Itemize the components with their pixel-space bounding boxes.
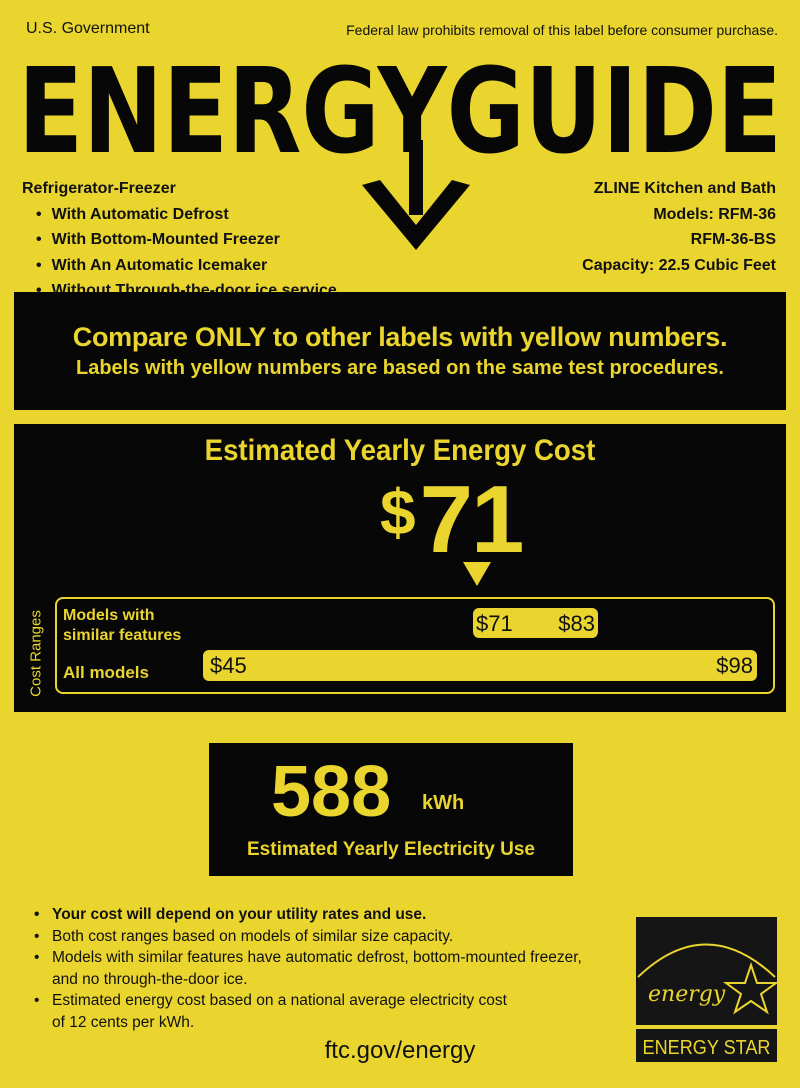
electricity-panel: 588 kWh Estimated Yearly Electricity Use [209, 743, 573, 876]
all-range-bar: $45 $98 [203, 650, 757, 681]
similar-min: $71 [476, 611, 513, 636]
energy-star-logo: energy ENERGY STAR [636, 917, 780, 1062]
currency-sign: $ [380, 476, 416, 548]
all-models-label: All models [63, 663, 149, 682]
similar-label-line2: similar features [63, 627, 182, 644]
ftc-link[interactable]: ftc.gov/energy [324, 1037, 476, 1064]
similar-models-label: Models with similar features [63, 606, 181, 646]
energy-script: energy [648, 982, 726, 1007]
feature-item: With An Automatic Icemaker [22, 253, 337, 279]
energy-star-label: ENERGY STAR [643, 1037, 771, 1059]
energy-star-icon: energy ENERGY STAR [636, 917, 780, 1062]
similar-range-bar: $71 $83 [473, 608, 598, 638]
note-continuation: and no through-the-door ice. [52, 970, 248, 988]
compare-line-1: Compare ONLY to other labels with yellow… [72, 322, 728, 352]
note-item: Your cost will depend on your utility ra… [34, 904, 582, 926]
title-text: ENERGYGUIDE [18, 42, 782, 180]
product-features: Refrigerator-Freezer With Automatic Defr… [22, 176, 337, 304]
note-continuation: of 12 cents per kWh. [52, 1013, 195, 1031]
models-2: RFM-36-BS [690, 231, 776, 248]
cost-pointer-icon [463, 562, 491, 586]
kwh-caption: Estimated Yearly Electricity Use [247, 839, 535, 860]
kwh-unit: kWh [422, 792, 465, 814]
capacity: Capacity: 22.5 Cubic Feet [582, 256, 776, 274]
note-item: Both cost ranges based on models of simi… [34, 926, 582, 948]
kwh-value: 588 [271, 752, 392, 832]
similar-label-line1: Models with [63, 607, 155, 624]
cost-amount: 71 [419, 466, 525, 573]
models: Models: RFM-36 [653, 205, 776, 223]
product-type: Refrigerator-Freezer [22, 180, 176, 197]
note-item: Estimated energy cost based on a nationa… [34, 990, 582, 1012]
cost-title: Estimated Yearly Energy Cost [204, 434, 596, 467]
compare-banner: Compare ONLY to other labels with yellow… [14, 292, 786, 410]
all-max: $98 [716, 653, 753, 678]
feature-item: With Automatic Defrost [22, 202, 337, 228]
removal-notice: Federal law prohibits removal of this la… [346, 22, 778, 38]
feature-item: With Bottom-Mounted Freezer [22, 227, 337, 253]
all-min: $45 [210, 653, 247, 678]
notes: Your cost will depend on your utility ra… [34, 904, 582, 1033]
product-info: ZLINE Kitchen and Bath Models: RFM-36 RF… [582, 176, 776, 278]
cost-ranges-label: Cost Ranges [27, 610, 45, 697]
down-arrow-icon [362, 140, 470, 250]
energyguide-title: ENERGYGUIDE [18, 42, 782, 250]
cost-ranges-box [55, 597, 775, 694]
cost-value: $71 [380, 465, 525, 575]
note-item: Models with similar features have automa… [34, 947, 582, 969]
issuer-text: U.S. Government [26, 20, 150, 37]
similar-max: $83 [558, 611, 595, 636]
manufacturer: ZLINE Kitchen and Bath [593, 180, 776, 197]
compare-line-2: Labels with yellow numbers are based on … [76, 357, 724, 379]
